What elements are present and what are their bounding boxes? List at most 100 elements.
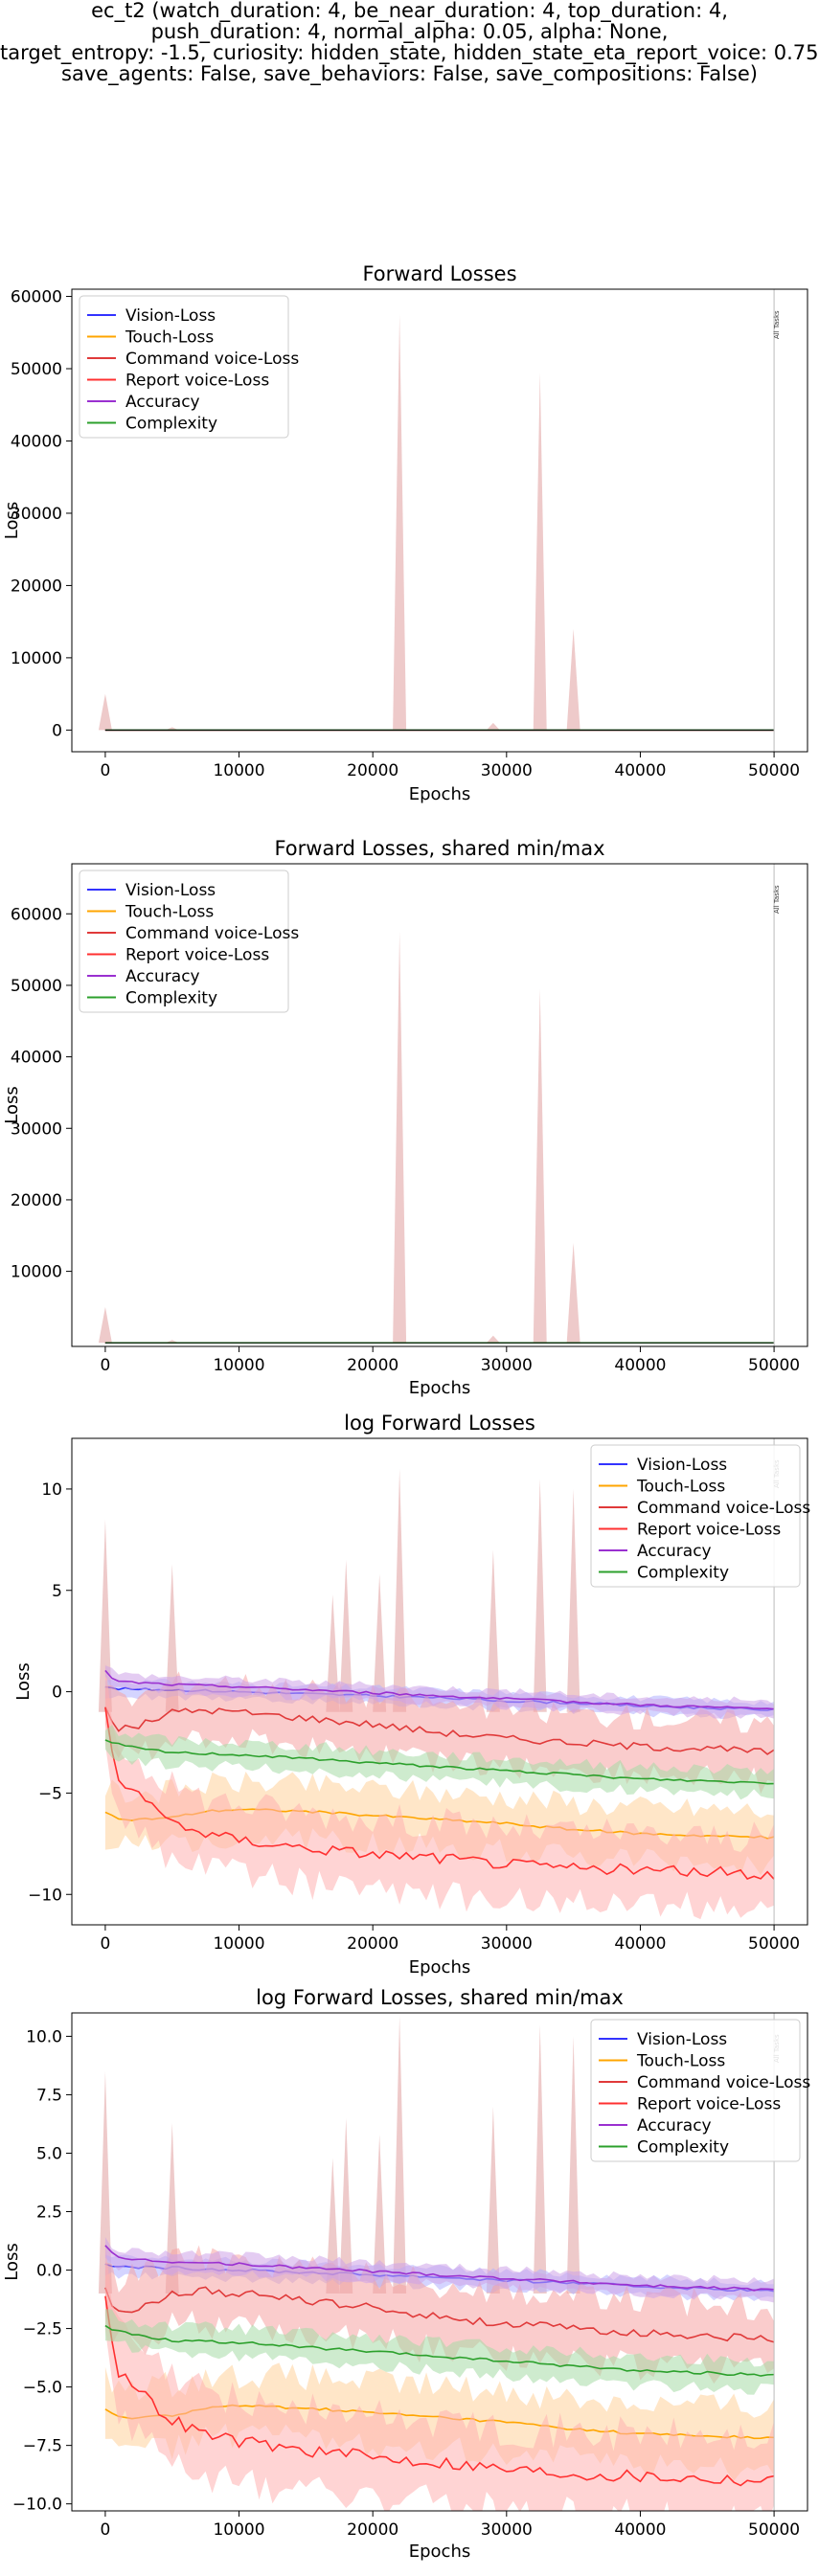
suptitle-line: ec_t2 (watch_duration: 4, be_near_durati… bbox=[91, 0, 728, 22]
chart-title: log Forward Losses, shared min/max bbox=[256, 1986, 624, 2009]
spike-band bbox=[326, 1593, 340, 1712]
y-tick-label: 0 bbox=[52, 721, 62, 740]
series-line-command-voice-loss bbox=[104, 1706, 775, 1755]
x-tick-label: 10000 bbox=[213, 1356, 264, 1375]
spike-band bbox=[373, 1573, 387, 1712]
spike-band bbox=[533, 988, 547, 1344]
legend-label-touch-loss: Touch-Loss bbox=[636, 1478, 725, 1497]
y-tick-label: 5.0 bbox=[36, 2144, 62, 2163]
y-tick-label: 0 bbox=[52, 1683, 62, 1703]
legend-box bbox=[79, 295, 289, 439]
y-tick-label: 10000 bbox=[11, 649, 62, 668]
series-line-accuracy bbox=[104, 1669, 775, 1710]
y-tick-label: 40000 bbox=[11, 1049, 62, 1068]
chart-title: Forward Losses bbox=[362, 262, 516, 285]
legend-label-accuracy: Accuracy bbox=[125, 967, 200, 986]
plot-frame bbox=[71, 288, 808, 753]
spike-band bbox=[393, 314, 407, 731]
x-tick-label: 0 bbox=[100, 2520, 110, 2540]
spike-band bbox=[98, 1519, 112, 1712]
y-tick-label: 0.0 bbox=[36, 2262, 62, 2281]
band-report-voice-loss bbox=[104, 2241, 775, 2511]
chart-forward-losses: Forward Losses All Tasks 0 10000 20000 30000 4… bbox=[2, 262, 808, 804]
x-tick-label: 10000 bbox=[213, 761, 264, 780]
x-tick-label: 30000 bbox=[481, 1356, 533, 1375]
x-axis-label: Epochs bbox=[409, 1378, 471, 1398]
y-axis-label: Loss bbox=[13, 1662, 34, 1700]
spike-band bbox=[486, 2106, 500, 2294]
x-tick-label: 50000 bbox=[748, 761, 800, 780]
x-axis-label: Epochs bbox=[409, 784, 471, 804]
spike-band bbox=[486, 1549, 500, 1712]
spike-band bbox=[98, 2071, 112, 2294]
x-tick-label: 20000 bbox=[347, 2520, 398, 2540]
y-tick-label: 7.5 bbox=[36, 2086, 62, 2105]
legend-label-complexity: Complexity bbox=[125, 415, 217, 434]
plot-area bbox=[98, 1438, 775, 1925]
spike-band bbox=[393, 931, 407, 1344]
legend-label-command-voice-loss: Command voice-Loss bbox=[125, 924, 299, 943]
plot-frame bbox=[71, 863, 808, 1347]
band-complexity bbox=[104, 1725, 775, 1800]
x-tick-label: 30000 bbox=[481, 2520, 533, 2540]
y-tick-label: −5 bbox=[38, 1784, 62, 1803]
band-report-voice-loss bbox=[104, 1662, 775, 1920]
spike-band bbox=[566, 1242, 580, 1344]
marker-annotation: All Tasks bbox=[773, 310, 781, 339]
legend-label-report-voice-loss: Report voice-Loss bbox=[637, 2095, 781, 2114]
spike-band bbox=[165, 727, 179, 731]
x-axis-label: Epochs bbox=[409, 2542, 471, 2562]
x-axis-label: Epochs bbox=[409, 1957, 471, 1977]
suptitle-line: target_entropy: -1.5, curiosity: hidden_… bbox=[0, 41, 819, 64]
series-line-complexity bbox=[104, 2324, 775, 2377]
y-tick-label: −5.0 bbox=[23, 2379, 62, 2398]
y-tick-label: 30000 bbox=[11, 1119, 62, 1139]
y-tick-label: 60000 bbox=[11, 905, 62, 924]
spike-band bbox=[165, 1564, 179, 1712]
spike-band bbox=[486, 722, 500, 731]
x-tick-label: 40000 bbox=[614, 1356, 666, 1375]
legend-label-vision-loss: Vision-Loss bbox=[125, 306, 216, 326]
plot-area bbox=[98, 2013, 775, 2511]
x-tick-label: 20000 bbox=[347, 1356, 398, 1375]
legend-label-report-voice-loss: Report voice-Loss bbox=[637, 1521, 781, 1540]
marker-annotation: All Tasks bbox=[773, 885, 781, 914]
y-tick-label: −2.5 bbox=[23, 2320, 62, 2339]
spike-band bbox=[533, 1479, 547, 1712]
y-tick-label: 20000 bbox=[11, 1191, 62, 1210]
x-tick-label: 0 bbox=[100, 1356, 110, 1375]
y-tick-label: 5 bbox=[52, 1582, 62, 1601]
y-axis-label: Loss bbox=[2, 2243, 22, 2280]
x-tick-label: 50000 bbox=[748, 1356, 800, 1375]
band-accuracy bbox=[104, 1665, 775, 1719]
legend-box bbox=[590, 2019, 801, 2162]
suptitle-line: push_duration: 4, normal_alpha: 0.05, al… bbox=[150, 20, 669, 43]
x-tick-label: 50000 bbox=[748, 2520, 800, 2540]
x-tick-label: 10000 bbox=[213, 2520, 264, 2540]
y-tick-label: 20000 bbox=[11, 576, 62, 596]
y-tick-label: 30000 bbox=[11, 505, 62, 524]
y-tick-label: −10 bbox=[28, 1886, 62, 1905]
plot-area bbox=[98, 289, 775, 752]
series-line-command-voice-loss bbox=[104, 2286, 775, 2343]
spike-band bbox=[98, 693, 112, 731]
x-tick-label: 20000 bbox=[347, 761, 398, 780]
legend-label-report-voice-loss: Report voice-Loss bbox=[125, 372, 269, 391]
legend-label-command-voice-loss: Command voice-Loss bbox=[125, 350, 299, 369]
legend-label-complexity: Complexity bbox=[637, 1564, 729, 1583]
y-axis-label: Loss bbox=[2, 502, 22, 539]
legend-label-touch-loss: Touch-Loss bbox=[125, 328, 214, 348]
x-tick-label: 10000 bbox=[213, 1934, 264, 1954]
y-tick-label: −7.5 bbox=[23, 2437, 62, 2456]
y-tick-label: 50000 bbox=[11, 360, 62, 379]
legend-label-complexity: Complexity bbox=[125, 989, 217, 1008]
y-tick-label: 2.5 bbox=[36, 2203, 62, 2223]
legend-label-vision-loss: Vision-Loss bbox=[125, 881, 216, 900]
spike-band bbox=[566, 1488, 580, 1712]
y-axis-label: Loss bbox=[2, 1086, 22, 1123]
x-tick-label: 50000 bbox=[748, 1934, 800, 1954]
y-tick-label: −10.0 bbox=[12, 2496, 62, 2515]
legend-label-accuracy: Accuracy bbox=[125, 393, 200, 412]
